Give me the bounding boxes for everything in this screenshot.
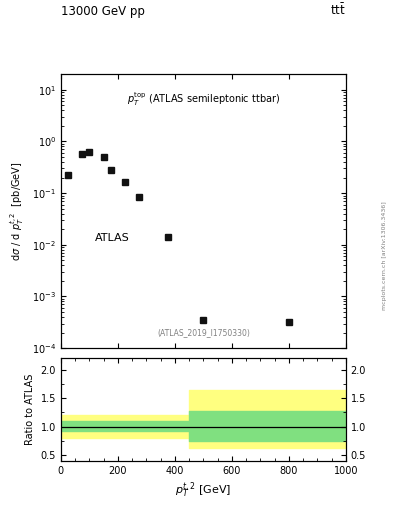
Text: (ATLAS_2019_I1750330): (ATLAS_2019_I1750330) bbox=[157, 328, 250, 337]
Text: 13000 GeV pp: 13000 GeV pp bbox=[61, 5, 145, 18]
Text: tt$\bar{\rm t}$: tt$\bar{\rm t}$ bbox=[330, 3, 346, 18]
Y-axis label: d$\sigma$ / d $p_T^{t,2}$  [pb/GeV]: d$\sigma$ / d $p_T^{t,2}$ [pb/GeV] bbox=[9, 161, 26, 261]
Y-axis label: Ratio to ATLAS: Ratio to ATLAS bbox=[25, 374, 35, 445]
Text: $p_T^{\rm top}$ (ATLAS semileptonic ttbar): $p_T^{\rm top}$ (ATLAS semileptonic ttba… bbox=[127, 91, 280, 109]
X-axis label: $p_T^{t,2}$ [GeV]: $p_T^{t,2}$ [GeV] bbox=[175, 481, 231, 501]
Text: ATLAS: ATLAS bbox=[95, 233, 130, 243]
Text: mcplots.cern.ch [arXiv:1306.3436]: mcplots.cern.ch [arXiv:1306.3436] bbox=[382, 202, 387, 310]
